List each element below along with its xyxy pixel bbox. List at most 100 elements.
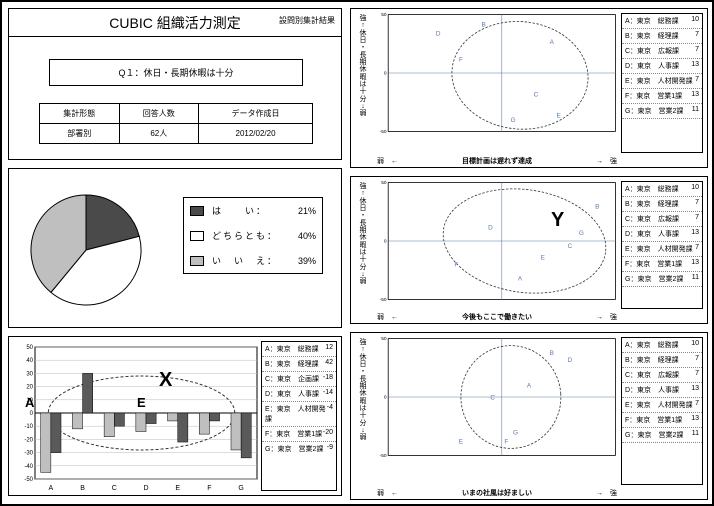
col-header: 集計形態 xyxy=(40,104,120,124)
svg-text:50: 50 xyxy=(381,13,387,18)
svg-text:G: G xyxy=(511,117,516,124)
legend-name: A：東京 総務課 xyxy=(265,344,319,354)
legend-val: 11 xyxy=(692,430,699,440)
x-right: → 強 xyxy=(596,312,617,322)
legend-val: 10 xyxy=(691,16,699,26)
svg-text:D: D xyxy=(568,357,573,364)
legend-row: E：東京 人材開発課7 xyxy=(622,398,702,413)
legend-val: 7 xyxy=(695,46,699,56)
question-box: Q１：休日・長期休暇は十分 xyxy=(49,59,303,86)
legend-row: A：東京 総務課10 xyxy=(622,182,702,197)
legend-row: C：東京 企画課-18 xyxy=(262,372,336,387)
header-panel: CUBIC 組織活力測定 設問別集計結果 Q１：休日・長期休暇は十分 集計形態 … xyxy=(8,8,342,160)
legend-row: E：東京 人材開発課7 xyxy=(622,74,702,89)
legend-val: -20 xyxy=(323,429,333,439)
legend-row: D：東京 人事課-14 xyxy=(262,387,336,402)
svg-text:0: 0 xyxy=(384,71,387,77)
color-swatch xyxy=(190,206,204,216)
legend-row: F：東京 営業1課-20 xyxy=(262,427,336,442)
legend-label: どちらとも： xyxy=(212,229,284,242)
legend-val: 13 xyxy=(691,61,699,71)
x-right: → 強 xyxy=(596,156,617,166)
legend-val: 7 xyxy=(695,400,699,410)
x-axis-label: 弱 ← いまの社風は好ましい → 強 xyxy=(377,488,617,498)
svg-text:30: 30 xyxy=(26,371,33,377)
svg-text:50: 50 xyxy=(381,181,387,186)
legend-row: G：東京 営業2課 11 xyxy=(622,428,702,443)
svg-text:F: F xyxy=(207,485,211,492)
scatter-legend: A：東京 総務課10B：東京 経理課7C：東京 広報課7D：東京 人事課13E：… xyxy=(621,181,703,309)
legend-row: F：東京 営業1課13 xyxy=(622,257,702,272)
legend-name: A：東京 総務課 xyxy=(625,16,679,26)
legend-name: G：東京 営業2課 xyxy=(625,106,683,116)
scatter-chart-3: -50050ABCDEFG xyxy=(377,337,617,457)
legend-name: G：東京 営業2課 xyxy=(625,430,683,440)
svg-text:C: C xyxy=(568,243,573,250)
x-center: 目標計画は遅れず達成 xyxy=(398,156,596,166)
legend-name: A：東京 総務課 xyxy=(625,184,679,194)
svg-text:B: B xyxy=(550,350,554,357)
legend-name: G：東京 営業2課 xyxy=(265,444,323,454)
svg-text:B: B xyxy=(80,485,85,492)
legend-name: C：東京 広報課 xyxy=(625,46,679,56)
legend-name: D：東京 人事課 xyxy=(625,229,679,239)
legend-name: E：東京 人材開発課 xyxy=(625,244,693,254)
svg-text:D: D xyxy=(488,224,493,231)
legend-val: 13 xyxy=(691,415,699,425)
legend-row: F：東京 営業1課 13 xyxy=(622,413,702,428)
svg-text:-30: -30 xyxy=(24,451,33,457)
table-row: 部署別 62人 2012/02/20 xyxy=(40,124,313,144)
legend-name: C：東京 広報課 xyxy=(625,214,679,224)
y-axis-label: 強↑休日・長期休暇は十分↓弱 xyxy=(353,339,373,442)
y-axis-label: 強↑休日・長期休暇は十分↓弱 xyxy=(353,183,373,286)
svg-text:E: E xyxy=(541,255,545,262)
legend-val: 13 xyxy=(691,229,699,239)
svg-text:C: C xyxy=(490,394,495,401)
legend-name: F：東京 営業1課 xyxy=(625,415,682,425)
legend-value: 40% xyxy=(284,231,316,241)
legend-name: D：東京 人事課 xyxy=(625,385,679,395)
legend-name: E：東京 人材開発課 xyxy=(625,76,693,86)
svg-text:-50: -50 xyxy=(380,453,387,457)
svg-text:G: G xyxy=(513,429,518,436)
legend-name: C：東京 企画課 xyxy=(265,374,319,384)
legend-row: A：東京 総務課 10 xyxy=(622,14,702,29)
svg-text:0: 0 xyxy=(384,395,387,401)
legend-name: D：東京 人事課 xyxy=(265,389,319,399)
legend-row: D：東京 人事課13 xyxy=(622,59,702,74)
svg-text:0: 0 xyxy=(384,239,387,245)
legend-val: 7 xyxy=(695,370,699,380)
svg-text:50: 50 xyxy=(381,337,387,342)
legend-name: F：東京 営業1課 xyxy=(265,429,322,439)
legend-name: E：東京 人材開発課 xyxy=(625,400,693,410)
scatter-chart-2: -50050ABCDEFG xyxy=(377,181,617,301)
svg-text:40: 40 xyxy=(26,358,33,364)
legend-name: B：東京 経理課 xyxy=(625,31,679,41)
bar-panel: -50-40-30-20-1001020304050ABCDEFG X A E … xyxy=(8,336,342,496)
legend-val: 42 xyxy=(325,359,333,369)
svg-text:G: G xyxy=(579,230,584,237)
legend-val: 7 xyxy=(695,76,699,86)
cell: 部署別 xyxy=(40,124,120,144)
svg-text:A: A xyxy=(49,485,54,492)
legend-value: 39% xyxy=(284,256,316,266)
legend-name: B：東京 経理課 xyxy=(625,355,679,365)
color-swatch xyxy=(190,231,204,241)
legend-name: C：東京 広報課 xyxy=(625,370,679,380)
legend-name: B：東京 経理課 xyxy=(625,199,679,209)
legend-row: B：東京 経理課 7 xyxy=(622,353,702,368)
svg-text:E: E xyxy=(459,439,463,446)
svg-text:20: 20 xyxy=(26,385,33,391)
legend-val: 13 xyxy=(691,259,699,269)
legend-val: 12 xyxy=(325,344,333,354)
legend-val: 7 xyxy=(695,355,699,365)
legend-label: は い： xyxy=(212,204,284,217)
cell: 62人 xyxy=(119,124,199,144)
scatter-panel-1: 強↑休日・長期休暇は十分↓弱 -50050ABCDEFG A：東京 総務課10B… xyxy=(350,8,708,168)
svg-text:D: D xyxy=(143,485,148,492)
legend-row: G：東京 営業2課-9 xyxy=(262,442,336,456)
svg-text:C: C xyxy=(112,485,117,492)
overlay-y: Y xyxy=(551,209,564,232)
overlay-a: A xyxy=(25,395,34,410)
y-axis-label: 強↑休日・長期休暇は十分↓弱 xyxy=(353,15,373,118)
